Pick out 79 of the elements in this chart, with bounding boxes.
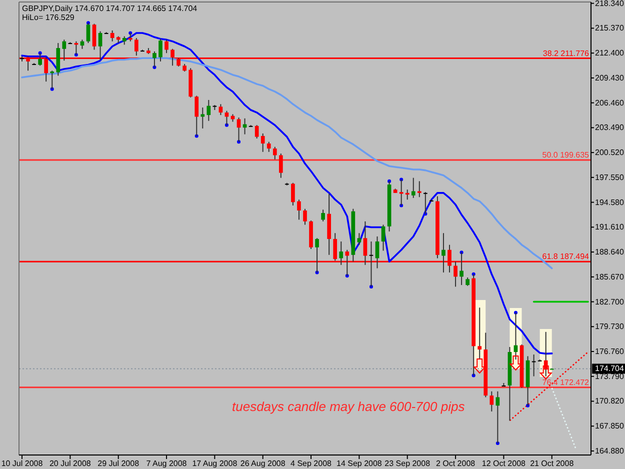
x-tick-label: 2 Oct 2008 (436, 459, 476, 468)
candlestick (152, 50, 156, 68)
candlestick (381, 224, 386, 252)
ref-line-label: 174.704 (595, 364, 624, 374)
x-tick-label: 17 Aug 2008 (192, 459, 238, 468)
candlestick (218, 104, 223, 116)
y-tick-label: 209.430 (595, 73, 624, 82)
candlestick (297, 199, 301, 220)
candlestick (303, 208, 307, 226)
y-tick-label: 170.820 (595, 396, 624, 406)
ref-line-label: 61.8 187.494 (542, 252, 590, 262)
candlestick (206, 99, 211, 122)
candlestick (490, 390, 494, 412)
x-tick-label: 26 Aug 2008 (240, 459, 286, 468)
y-tick-label: 191.610 (595, 222, 624, 232)
candlestick (92, 23, 96, 50)
y-tick-label: 194.580 (595, 198, 624, 207)
y-tick-label: 173.790 (595, 372, 624, 381)
y-tick-label: 176.760 (595, 347, 624, 356)
y-tick-label: 167.850 (595, 422, 624, 431)
candlestick (321, 209, 325, 222)
candlestick (164, 39, 168, 54)
candlestick (339, 240, 344, 266)
x-tick-label: 29 Jul 2008 (98, 459, 140, 468)
y-tick-label: 212.400 (595, 48, 624, 58)
candlestick (399, 179, 404, 206)
text: HiLo= 176.529 (22, 13, 75, 22)
y-tick-label: 200.520 (595, 148, 624, 158)
candlestick (194, 95, 199, 136)
ref-line-label: 50.0 199.635 (542, 150, 590, 160)
x-tick-label: 10 Jul 2008 (1, 459, 44, 468)
y-tick-label: 215.370 (595, 24, 624, 33)
y-tick-label: 179.730 (595, 322, 624, 332)
candlestick (423, 192, 428, 214)
candlestick (291, 182, 295, 206)
candlestick (411, 177, 416, 198)
candlestick (496, 390, 500, 444)
x-tick-label: 20 Jul 2008 (49, 459, 92, 468)
x-tick-label: 12 Oct 2008 (482, 459, 526, 468)
candlestick (110, 30, 114, 42)
y-tick-label: 218.340 (595, 0, 624, 8)
candlestick (98, 30, 102, 60)
candlestick (62, 39, 66, 62)
candlestick (375, 236, 380, 269)
candlestick (357, 232, 362, 246)
chart-title: GBPJPY,Daily 174.670 174.707 174.665 174.704 (22, 4, 198, 13)
annotation: tuesdays candle may have 600-700 pips (232, 399, 466, 414)
y-tick-label: 182.700 (595, 297, 624, 306)
x-tick-label: 4 Sep 2008 (290, 459, 332, 468)
candlestick (266, 141, 271, 152)
candlestick (315, 238, 319, 273)
candlestick (236, 117, 241, 142)
x-tick-label: 21 Oct 2008 (530, 459, 574, 468)
candlestick (134, 38, 138, 56)
candlestick (544, 331, 548, 377)
y-tick-label: 185.670 (595, 272, 624, 282)
candlestick (260, 132, 265, 152)
candlestick (278, 153, 283, 178)
y-tick-label: 188.640 (595, 248, 624, 257)
candlestick (254, 124, 259, 139)
candlestick (417, 180, 422, 198)
ref-line-label: 76.4 172.472 (542, 378, 590, 387)
candlestick (158, 38, 162, 62)
y-tick-label: 164.880 (595, 446, 624, 456)
candlestick (405, 189, 410, 200)
candlestick (200, 107, 205, 129)
y-tick-label: 197.550 (595, 172, 624, 182)
candlestick (532, 354, 536, 377)
y-tick-label: 203.490 (595, 123, 624, 132)
candlestick (442, 232, 446, 273)
candlestick (272, 146, 277, 160)
x-tick-label: 7 Aug 2008 (146, 459, 188, 468)
y-tick-label: 206.460 (595, 98, 624, 108)
candlestick (478, 307, 482, 360)
candlestick (369, 240, 374, 288)
x-tick-label: 23 Sep 2008 (384, 459, 431, 468)
x-tick-label: 14 Sep 2008 (336, 459, 382, 468)
ref-line-label: 38.2 211.776 (542, 48, 590, 58)
candlestick (38, 52, 42, 66)
